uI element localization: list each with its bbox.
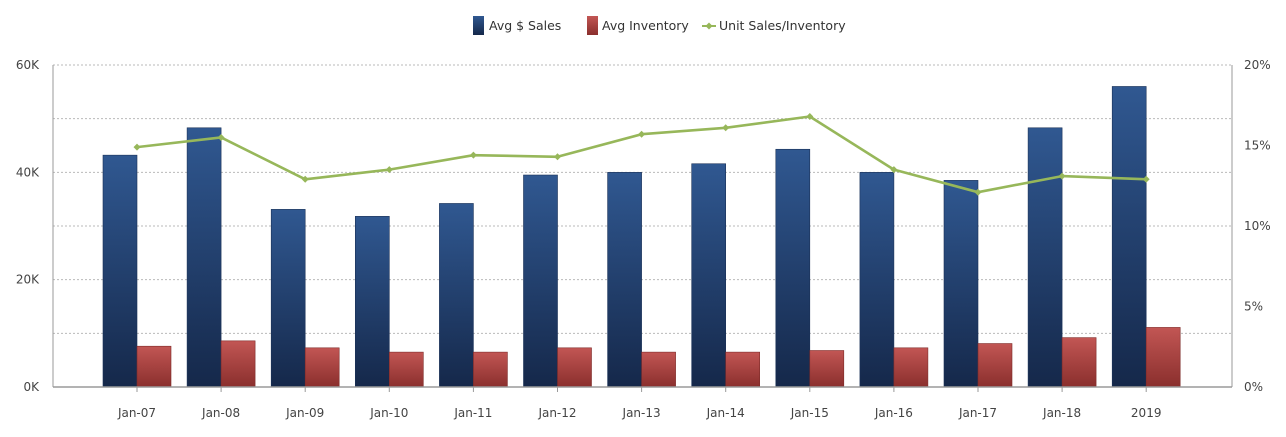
legend-label-ratio: Unit Sales/Inventory <box>719 18 846 33</box>
x-tick-label: Jan-10 <box>369 406 408 420</box>
bar-avg-sales[interactable] <box>1111 86 1147 388</box>
y-left-tick-label: 60K <box>16 58 40 72</box>
x-tick-label: Jan-11 <box>453 406 492 420</box>
x-axis-ticks: Jan-07 Jan-08 Jan-09 Jan-10 Jan-11 Jan-12 Jan-… <box>117 406 1162 420</box>
series-unit-sales-inventory <box>133 113 1150 196</box>
bar-avg-sales[interactable] <box>523 174 558 388</box>
bar-avg-inventory[interactable] <box>304 347 340 388</box>
y-right-tick-label: 5% <box>1244 300 1263 314</box>
point-unit-sales-inventory[interactable] <box>217 133 225 141</box>
x-tick-label: Jan-13 <box>622 406 661 420</box>
point-unit-sales-inventory[interactable] <box>554 153 561 161</box>
x-tick-label: Jan-07 <box>117 406 156 420</box>
x-tick-label: Jan-15 <box>790 406 829 420</box>
y-right-tick-label: 10% <box>1244 219 1271 233</box>
bar-avg-sales[interactable] <box>1027 127 1063 388</box>
y-right-tick-label: 0% <box>1244 380 1263 394</box>
axes <box>52 65 1233 392</box>
x-tick-label: Jan-09 <box>285 406 324 420</box>
legend-item-sales[interactable]: Avg $ Sales <box>473 16 561 35</box>
bar-avg-inventory[interactable] <box>893 347 929 388</box>
bar-avg-inventory[interactable] <box>977 343 1013 388</box>
point-unit-sales-inventory[interactable] <box>1142 175 1150 183</box>
legend-swatch-sales <box>473 16 484 35</box>
bar-avg-inventory[interactable] <box>641 351 676 388</box>
point-unit-sales-inventory[interactable] <box>469 151 477 159</box>
bar-avg-sales[interactable] <box>859 172 895 388</box>
bar-avg-sales[interactable] <box>607 172 642 388</box>
legend-item-ratio[interactable]: Unit Sales/Inventory <box>702 18 846 33</box>
legend-marker-ratio <box>705 22 713 30</box>
point-unit-sales-inventory[interactable] <box>722 124 730 132</box>
series-avg-inventory <box>136 327 1181 388</box>
bar-avg-sales[interactable] <box>186 127 222 388</box>
y-left-tick-label: 40K <box>16 165 40 179</box>
gridlines <box>53 64 1232 334</box>
bar-avg-inventory[interactable] <box>1061 337 1097 388</box>
bar-avg-sales[interactable] <box>691 163 727 388</box>
series-avg-sales <box>102 86 1147 388</box>
bar-avg-sales[interactable] <box>354 216 390 388</box>
point-unit-sales-inventory[interactable] <box>806 113 814 121</box>
bar-avg-inventory[interactable] <box>136 345 172 388</box>
bar-avg-inventory[interactable] <box>473 351 508 388</box>
legend-label-inventory: Avg Inventory <box>602 18 689 33</box>
bar-avg-sales[interactable] <box>775 148 811 388</box>
legend-label-sales: Avg $ Sales <box>489 18 561 33</box>
x-tick-label: Jan-18 <box>1042 406 1081 420</box>
bar-avg-inventory[interactable] <box>388 351 424 388</box>
bar-avg-inventory[interactable] <box>220 340 256 388</box>
point-unit-sales-inventory[interactable] <box>1058 172 1066 180</box>
bar-avg-sales[interactable] <box>102 154 138 388</box>
x-tick-label: Jan-14 <box>706 406 745 420</box>
y-right-tick-label: 15% <box>1244 139 1271 153</box>
legend-swatch-inventory <box>587 16 598 35</box>
y-axis-left-ticks: 0K 20K 40K 60K <box>16 58 40 394</box>
bar-avg-inventory[interactable] <box>557 347 592 388</box>
x-tick-label: Jan-17 <box>958 406 997 420</box>
y-left-tick-label: 0K <box>23 380 40 394</box>
legend: Avg $ Sales Avg Inventory Unit Sales/Inv… <box>473 16 846 35</box>
y-right-tick-label: 20% <box>1244 58 1271 72</box>
bar-avg-inventory[interactable] <box>809 350 845 388</box>
point-unit-sales-inventory[interactable] <box>301 175 309 183</box>
point-unit-sales-inventory[interactable] <box>974 188 982 196</box>
y-axis-right-ticks: 0% 5% 10% 15% 20% <box>1244 58 1271 394</box>
x-tick-label: Jan-12 <box>537 406 576 420</box>
bar-avg-sales[interactable] <box>270 209 306 388</box>
x-tick-label: Jan-08 <box>201 406 240 420</box>
legend-item-inventory[interactable]: Avg Inventory <box>587 16 689 35</box>
bar-avg-inventory[interactable] <box>1145 327 1181 388</box>
bar-avg-sales[interactable] <box>943 180 979 388</box>
bar-avg-inventory[interactable] <box>725 351 761 388</box>
y-left-tick-label: 20K <box>16 273 40 287</box>
point-unit-sales-inventory[interactable] <box>385 166 393 174</box>
x-tick-label: Jan-16 <box>874 406 913 420</box>
point-unit-sales-inventory[interactable] <box>133 143 141 151</box>
point-unit-sales-inventory[interactable] <box>890 166 898 174</box>
x-tick-label: 2019 <box>1131 406 1162 420</box>
bar-avg-sales[interactable] <box>439 203 474 388</box>
point-unit-sales-inventory[interactable] <box>638 130 646 138</box>
